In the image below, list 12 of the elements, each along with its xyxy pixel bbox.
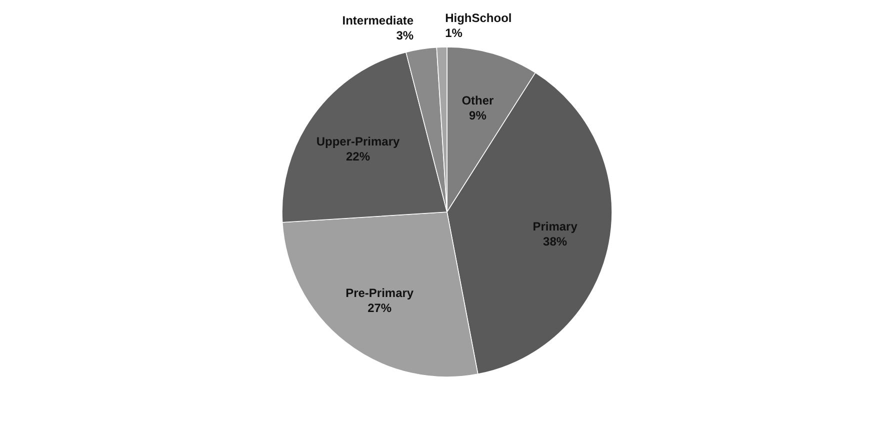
slice-label: Primary (532, 220, 578, 234)
slice-label: HighSchool (445, 11, 512, 26)
data-label: 22% (346, 149, 370, 164)
data-label: 1% (445, 26, 463, 40)
data-label: 38% (543, 234, 568, 249)
slice-label: Upper-Primary (316, 134, 400, 148)
slice-label: Intermediate (342, 13, 414, 28)
data-label: 27% (368, 300, 392, 315)
slice-label: Pre-Primary (346, 286, 414, 300)
data-label: 9% (469, 108, 487, 122)
slice-label: Other (462, 93, 494, 108)
data-label: 3% (396, 28, 414, 42)
